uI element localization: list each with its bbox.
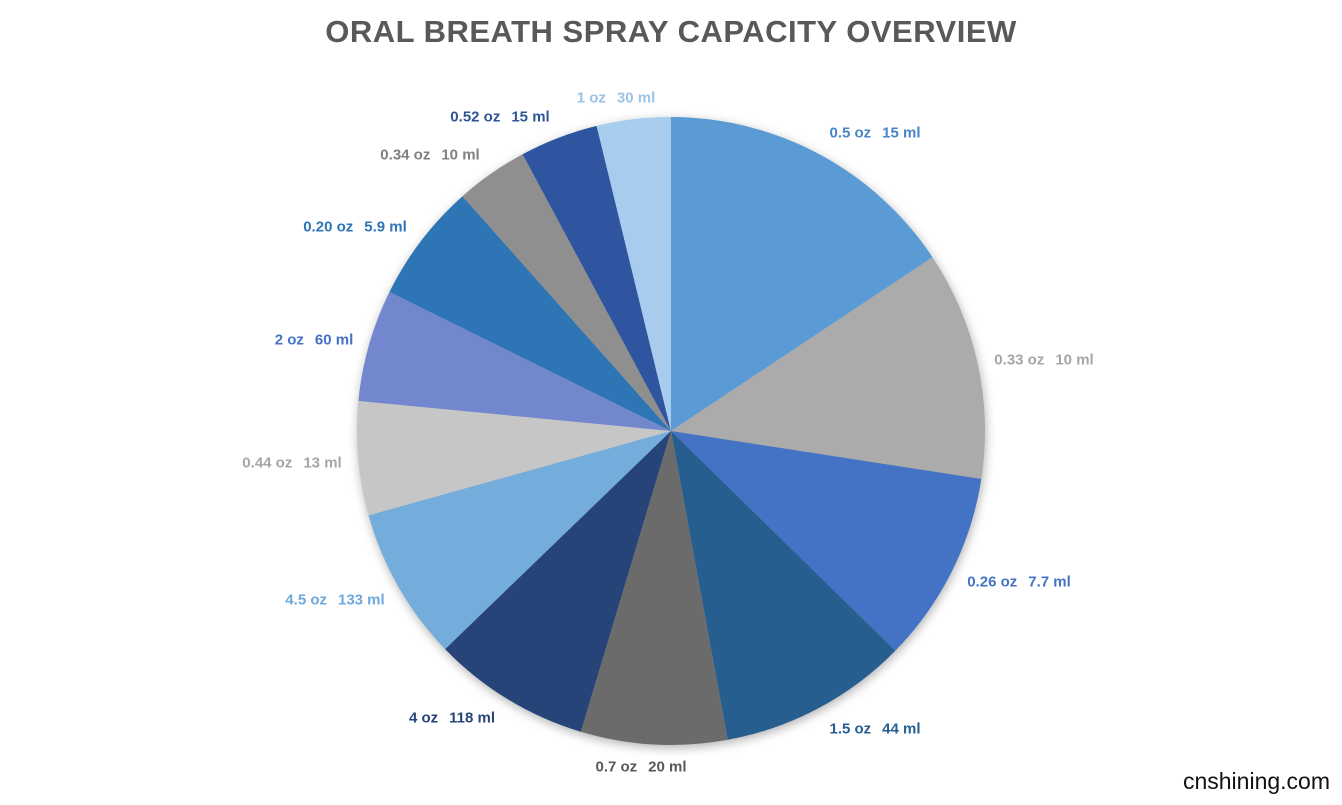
slice-label-ml: 15 ml bbox=[882, 124, 921, 142]
pie-slice-0.5-oz bbox=[671, 117, 933, 431]
slice-label-oz: 0.7 oz bbox=[595, 758, 638, 776]
slice-label-ml: 7.7 ml bbox=[1028, 573, 1071, 591]
slice-label-ml: 118 ml bbox=[449, 709, 496, 727]
slice-label-0.33-oz: 0.33 oz 10 ml bbox=[994, 353, 1093, 368]
slice-label-ml: 10 ml bbox=[1055, 351, 1094, 369]
pie-slice-4-oz bbox=[445, 431, 671, 732]
slice-label-oz: 0.20 oz bbox=[303, 218, 354, 236]
slice-label-4-oz: 4 oz 118 ml bbox=[409, 711, 495, 726]
slice-label-ml: 44 ml bbox=[882, 720, 921, 738]
slice-label-4.5-oz: 4.5 oz 133 ml bbox=[285, 593, 384, 608]
slice-label-ml: 13 ml bbox=[303, 454, 342, 472]
slice-label-2-oz: 2 oz 60 ml bbox=[275, 333, 354, 348]
slice-label-ml: 20 ml bbox=[648, 758, 687, 776]
slice-label-ml: 60 ml bbox=[314, 331, 354, 349]
pie-slice-0.20-oz bbox=[389, 196, 671, 431]
slice-label-0.52-oz: 0.52 oz 15 ml bbox=[450, 110, 549, 125]
slice-label-ml: 5.9 ml bbox=[364, 218, 407, 236]
slice-label-oz: 0.33 oz bbox=[994, 351, 1045, 369]
pie-slice-0.52-oz bbox=[522, 125, 671, 432]
slice-label-0.5-oz: 0.5 oz 15 ml bbox=[829, 126, 920, 141]
slice-label-ml: 133 ml bbox=[337, 591, 385, 609]
slice-label-oz: 0.5 oz bbox=[829, 124, 872, 142]
slice-label-0.7-oz: 0.7 oz 20 ml bbox=[595, 760, 686, 775]
slice-label-oz: 2 oz bbox=[274, 331, 304, 349]
slice-label-oz: 1.5 oz bbox=[829, 720, 872, 738]
pie-slice-1-oz bbox=[596, 116, 671, 432]
pie-slice-4.5-oz bbox=[368, 431, 671, 650]
pie-slice-1.5-oz bbox=[671, 431, 896, 740]
pie-slice-0.7-oz bbox=[580, 431, 728, 745]
pie-slice-0.44-oz bbox=[356, 400, 671, 516]
slice-label-oz: 1 oz bbox=[576, 89, 606, 107]
slice-label-oz: 4.5 oz bbox=[285, 591, 327, 609]
slice-label-0.20-oz: 0.20 oz 5.9 ml bbox=[303, 220, 407, 235]
slice-label-oz: 0.26 oz bbox=[967, 573, 1018, 591]
slice-label-ml: 15 ml bbox=[511, 108, 550, 126]
pie-slice-2-oz bbox=[358, 291, 671, 431]
slice-label-oz: 0.52 oz bbox=[450, 108, 501, 126]
slice-label-0.44-oz: 0.44 oz 13 ml bbox=[242, 456, 341, 471]
slice-label-ml: 30 ml bbox=[616, 89, 656, 107]
slice-label-oz: 0.44 oz bbox=[242, 454, 293, 472]
pie-slice-0.34-oz bbox=[462, 154, 671, 432]
pie-slice-0.26-oz bbox=[671, 431, 982, 651]
slice-label-0.34-oz: 0.34 oz 10 ml bbox=[380, 148, 479, 163]
chart-title: ORAL BREATH SPRAY CAPACITY OVERVIEW bbox=[325, 14, 1017, 49]
slice-label-oz: 4 oz bbox=[408, 709, 439, 727]
watermark: cnshining.com bbox=[1182, 768, 1330, 794]
slice-label-oz: 0.34 oz bbox=[380, 146, 431, 164]
slice-label-1-oz: 1 oz 30 ml bbox=[577, 91, 656, 106]
pie-slice-0.33-oz bbox=[671, 257, 985, 479]
slice-label-0.26-oz: 0.26 oz 7.7 ml bbox=[967, 575, 1071, 590]
slice-label-ml: 10 ml bbox=[441, 146, 480, 164]
slice-label-1.5-oz: 1.5 oz 44 ml bbox=[829, 722, 920, 737]
